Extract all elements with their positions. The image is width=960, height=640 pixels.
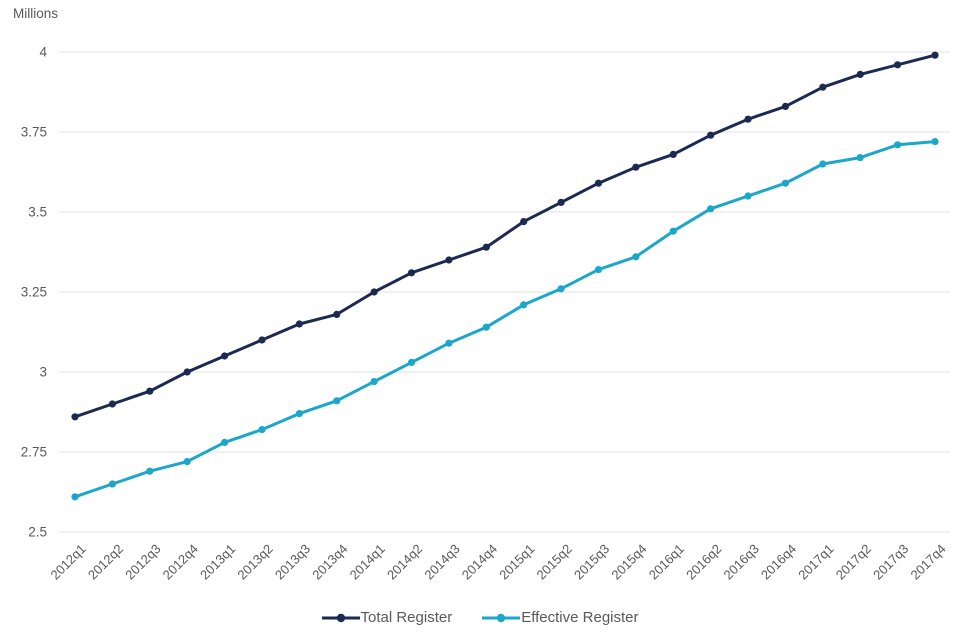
effective-register-data-point <box>594 266 603 274</box>
x-axis-tick-label: 2013q4 <box>309 541 350 582</box>
legend-item-effective-register: Effective Register <box>482 609 639 626</box>
x-axis-tick-label: 2013q2 <box>234 541 275 582</box>
total-register-data-point <box>146 387 154 395</box>
x-axis-tick-label: 2013q1 <box>197 541 238 582</box>
total-register-line <box>73 53 937 419</box>
total-register-data-point <box>856 70 864 78</box>
x-axis-tick-label: 2016q2 <box>683 541 724 582</box>
effective-register-data-point <box>146 467 154 475</box>
total-register-data-point <box>482 243 490 251</box>
y-axis-tick-label: 4 <box>39 45 47 60</box>
effective-register-data-point <box>557 285 565 293</box>
x-axis-tick-label: 2015q2 <box>534 541 575 582</box>
legend-label: Total Register <box>360 609 453 626</box>
x-axis-tick-label: 2012q2 <box>85 541 126 582</box>
total-register-data-point <box>520 218 528 226</box>
x-axis-tick-label: 2014q2 <box>384 541 425 582</box>
y-axis-tick-label: 2.5 <box>28 525 47 540</box>
effective-register-data-point <box>108 480 116 488</box>
total-register-data-point <box>707 131 715 139</box>
total-register-data-point <box>220 352 229 360</box>
x-axis-tick-label: 2015q3 <box>571 541 612 582</box>
effective-register-data-point <box>669 227 677 235</box>
x-axis-tick-label: 2014q4 <box>459 541 500 582</box>
total-register-data-point <box>819 83 827 91</box>
total-register-data-point <box>669 150 677 158</box>
y-axis-tick-label: 3.25 <box>21 285 47 300</box>
x-axis-tick-label: 2014q3 <box>421 541 462 582</box>
effective-register-data-point <box>707 205 715 213</box>
x-axis-tick-label: 2012q1 <box>47 541 88 582</box>
effective-register-data-point <box>295 410 303 418</box>
effective-register-data-point <box>894 141 902 149</box>
legend: Total Register Effective Register <box>0 609 960 626</box>
effective-register-data-point <box>183 458 191 466</box>
total-register-data-point <box>557 198 565 206</box>
y-axis-tick-label: 3 <box>39 365 47 380</box>
effective-register-data-point <box>931 138 939 146</box>
x-axis-tick-label: 2013q3 <box>272 541 313 582</box>
total-register-data-point <box>108 400 116 408</box>
effective-register-data-point <box>220 438 229 446</box>
effective-register-data-point <box>856 154 864 162</box>
effective-register-data-point <box>370 378 378 386</box>
total-register-data-point <box>183 368 191 376</box>
total-register-data-point <box>744 115 752 123</box>
total-register-data-point <box>445 256 453 264</box>
legend-label: Effective Register <box>521 609 639 626</box>
x-axis-tick-label: 2015q4 <box>608 541 649 582</box>
x-axis-tick-label: 2017q4 <box>907 541 948 582</box>
effective-register-data-point <box>482 323 490 331</box>
x-axis-tick-label: 2017q3 <box>870 541 911 582</box>
y-axis-tick-label: 2.75 <box>21 445 47 460</box>
effective-register-line <box>73 140 937 499</box>
effective-register-data-point <box>781 179 790 187</box>
effective-register-data-point <box>445 339 453 347</box>
effective-register-data-point <box>520 301 528 309</box>
effective-register-data-point <box>333 397 341 405</box>
total-register-data-point <box>781 102 790 110</box>
total-register-data-point <box>594 179 603 187</box>
x-axis-tick-label: 2017q1 <box>795 541 836 582</box>
x-axis-tick-label: 2017q2 <box>833 541 874 582</box>
total-register-data-point <box>931 51 939 59</box>
total-register-data-point <box>370 288 378 296</box>
total-register-data-point <box>632 163 640 171</box>
y-axis-unit-label: Millions <box>13 6 59 21</box>
effective-register-data-point <box>819 160 827 168</box>
legend-item-total-register: Total Register <box>321 609 453 626</box>
y-axis-tick-label: 3.75 <box>21 125 47 140</box>
x-axis-tick-label: 2016q3 <box>721 541 762 582</box>
effective-register-data-point <box>71 493 79 501</box>
x-axis-tick-label: 2016q4 <box>758 541 799 582</box>
legend-line-marker-icon <box>482 613 521 622</box>
effective-register-data-point <box>744 192 752 200</box>
total-register-data-point <box>333 310 341 318</box>
effective-register-data-point <box>407 358 416 366</box>
y-axis-tick-label: 3.5 <box>28 205 47 220</box>
x-axis-tick-label: 2015q1 <box>496 541 537 582</box>
x-axis-tick-label: 2016q1 <box>646 541 687 582</box>
x-axis-tick-label: 2012q4 <box>160 541 201 582</box>
total-register-data-point <box>71 413 79 421</box>
x-axis-tick-label: 2014q1 <box>347 541 388 582</box>
effective-register-data-point <box>258 426 266 434</box>
legend-line-marker-icon <box>321 613 360 622</box>
total-register-data-point <box>407 269 416 277</box>
effective-register-data-point <box>632 253 640 261</box>
total-register-data-point <box>295 320 303 328</box>
x-axis-tick-label: 2012q3 <box>122 541 163 582</box>
total-register-data-point <box>258 336 266 344</box>
total-register-data-point <box>894 61 902 69</box>
